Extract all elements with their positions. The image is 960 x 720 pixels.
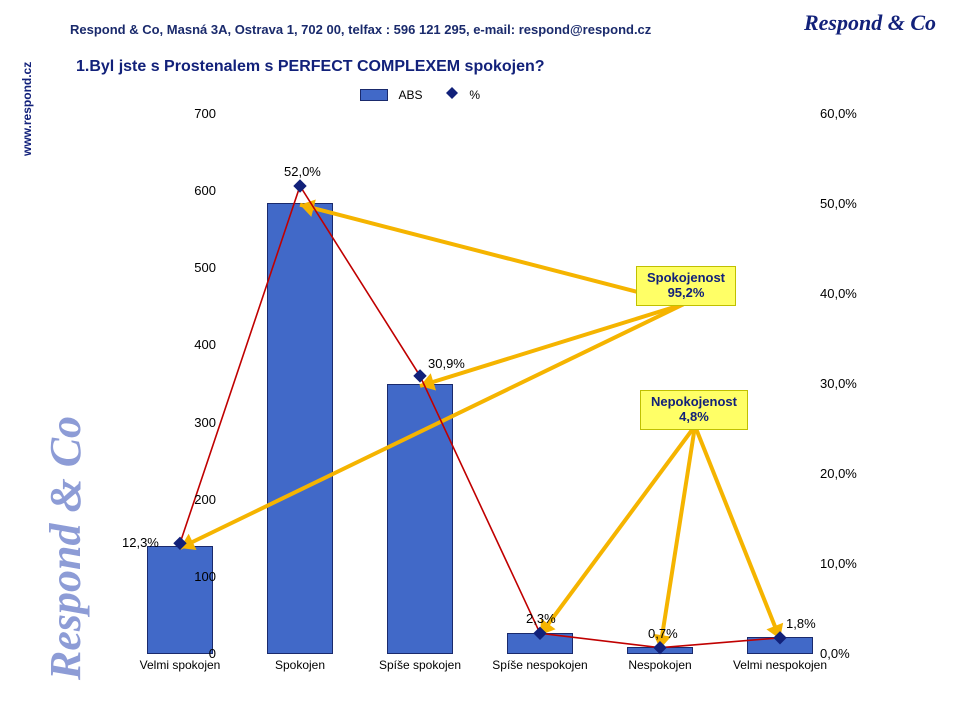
legend: ABS % <box>360 86 560 106</box>
x-label: Spíše nespokojen <box>492 658 587 672</box>
callout-dissatisfaction-l2: 4,8% <box>651 410 737 425</box>
y-right-tick: 30,0% <box>820 376 880 391</box>
x-label: Nespokojen <box>628 658 691 672</box>
y-right-tick: 10,0% <box>820 556 880 571</box>
legend-pct-label: % <box>469 88 480 102</box>
callout-satisfaction-l1: Spokojenost <box>647 271 725 286</box>
callout-satisfaction-l2: 95,2% <box>647 286 725 301</box>
legend-bar-swatch <box>360 89 388 101</box>
pct-label: 52,0% <box>284 164 321 179</box>
y-right-tick: 40,0% <box>820 286 880 301</box>
legend-abs-label: ABS <box>398 88 422 102</box>
pct-label: 1,8% <box>786 616 816 631</box>
y-right-tick: 50,0% <box>820 196 880 211</box>
y-left-tick: 400 <box>166 337 216 352</box>
chart-overlay-svg <box>120 114 840 654</box>
callout-dissatisfaction-l1: Nepokojenost <box>651 395 737 410</box>
x-axis-labels: Velmi spokojen Spokojen Spíše spokojen Spíš… <box>120 658 840 688</box>
x-label: Spokojen <box>275 658 325 672</box>
y-left-tick: 600 <box>166 183 216 198</box>
page: www.respond.cz Respond & Co Respond & Co… <box>0 0 960 720</box>
y-right-tick: 20,0% <box>820 466 880 481</box>
y-right-tick: 60,0% <box>820 106 880 121</box>
pct-label: 12,3% <box>122 535 159 550</box>
company-header: Respond & Co, Masná 3A, Ostrava 1, 702 0… <box>70 22 651 37</box>
brand-right: Respond & Co <box>804 10 936 36</box>
pct-label: 30,9% <box>428 356 465 371</box>
website-text: www.respond.cz <box>20 62 34 156</box>
y-left-tick: 200 <box>166 492 216 507</box>
callout-satisfaction: Spokojenost 95,2% <box>636 266 736 306</box>
y-left-tick: 500 <box>166 260 216 275</box>
y-left-tick: 700 <box>166 106 216 121</box>
question-title: 1.Byl jste s Prostenalem s PERFECT COMPL… <box>76 58 545 76</box>
legend-marker-swatch <box>445 86 459 103</box>
pct-label: 2,3% <box>526 611 556 626</box>
y-left-tick: 100 <box>166 569 216 584</box>
x-label: Velmi nespokojen <box>733 658 827 672</box>
y-left-tick: 300 <box>166 415 216 430</box>
chart-area: ABS % 12,3%52,0%30,9%2,3%0,7%1,8% 010020… <box>80 90 910 690</box>
website-vertical: www.respond.cz <box>8 6 28 176</box>
brand-left-vertical: Respond & Co <box>0 200 54 700</box>
x-label: Spíše spokojen <box>379 658 461 672</box>
x-label: Velmi spokojen <box>140 658 221 672</box>
plot-region: 12,3% 52,0% 30,9% 2,3% 0,7% 1,8% <box>120 114 840 654</box>
callout-dissatisfaction: Nepokojenost 4,8% <box>640 390 748 430</box>
pct-label: 0,7% <box>648 626 678 641</box>
